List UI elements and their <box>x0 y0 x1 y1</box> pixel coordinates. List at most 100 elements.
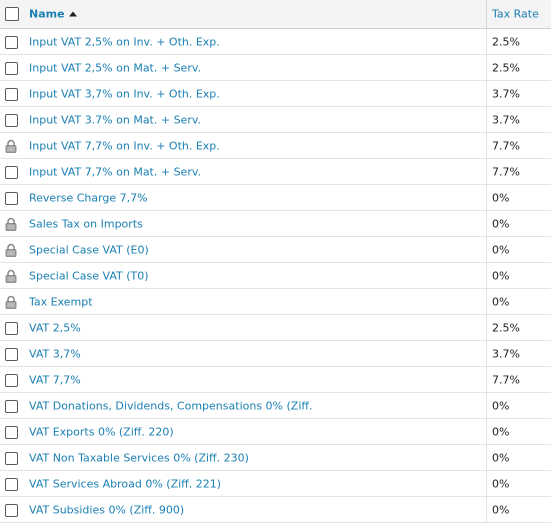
table-row[interactable]: Special Case VAT (E0) 0% <box>0 237 551 263</box>
tax-name-link[interactable]: Input VAT 2,5% on Mat. + Serv. <box>29 61 202 74</box>
table-row[interactable]: VAT Subsidies 0% (Ziff. 900) 0% <box>0 497 551 523</box>
tax-name-link[interactable]: VAT Non Taxable Services 0% (Ziff. 230) <box>29 451 249 464</box>
tax-rate-value: 0% <box>492 503 510 516</box>
row-checkbox[interactable] <box>5 321 18 335</box>
tax-rate-value: 0% <box>492 451 510 464</box>
tax-rate-value: 0% <box>492 217 510 230</box>
row-checkbox[interactable] <box>5 191 18 205</box>
tax-name-link[interactable]: Input VAT 7,7% on Mat. + Serv. <box>29 165 202 178</box>
column-divider <box>486 471 487 496</box>
table-row[interactable]: VAT Services Abroad 0% (Ziff. 221) 0% <box>0 471 551 497</box>
column-divider <box>486 29 487 54</box>
tax-name-link[interactable]: Input VAT 2,5% on Inv. + Oth. Exp. <box>29 35 220 48</box>
name-column-label: Name <box>29 7 65 21</box>
tax-name-link[interactable]: Special Case VAT (T0) <box>29 269 149 282</box>
tax-name-link[interactable]: VAT Exports 0% (Ziff. 220) <box>29 425 174 438</box>
column-divider <box>486 185 487 210</box>
column-divider <box>486 237 487 262</box>
row-checkbox[interactable] <box>5 347 18 361</box>
lock-icon <box>4 139 18 153</box>
column-divider <box>486 81 487 106</box>
column-divider <box>486 419 487 444</box>
column-divider <box>486 367 487 392</box>
tax-rate-value: 0% <box>492 269 510 282</box>
row-checkbox[interactable] <box>5 399 18 413</box>
tax-rate-value: 2.5% <box>492 61 520 74</box>
tax-name-link[interactable]: Sales Tax on Imports <box>29 217 143 230</box>
column-divider <box>486 133 487 158</box>
column-divider <box>486 289 487 314</box>
column-divider <box>486 0 487 28</box>
table-row[interactable]: VAT Non Taxable Services 0% (Ziff. 230) 0… <box>0 445 551 471</box>
lock-icon <box>4 243 18 257</box>
tax-name-link[interactable]: Input VAT 7,7% on Inv. + Oth. Exp. <box>29 139 220 152</box>
column-divider <box>486 315 487 340</box>
tax-rate-value: 3.7% <box>492 113 520 126</box>
tax-name-link[interactable]: VAT Donations, Dividends, Compensations … <box>29 399 313 412</box>
row-checkbox[interactable] <box>5 425 18 439</box>
table-row[interactable]: Tax Exempt 0% <box>0 289 551 315</box>
table-row[interactable]: VAT Donations, Dividends, Compensations … <box>0 393 551 419</box>
tax-rate-value: 0% <box>492 295 510 308</box>
column-divider <box>486 55 487 80</box>
column-divider <box>486 445 487 470</box>
tax-rate-value: 0% <box>492 477 510 490</box>
tax-rate-value: 2.5% <box>492 35 520 48</box>
table-body: Input VAT 2,5% on Inv. + Oth. Exp. 2.5% In… <box>0 29 551 523</box>
sort-ascending-icon <box>68 11 77 17</box>
row-checkbox[interactable] <box>5 503 18 517</box>
row-checkbox[interactable] <box>5 373 18 387</box>
tax-rate-value: 0% <box>492 399 510 412</box>
table-row[interactable]: Input VAT 7,7% on Inv. + Oth. Exp. 7.7% <box>0 133 551 159</box>
table-row[interactable]: Input VAT 3,7% on Inv. + Oth. Exp. 3.7% <box>0 81 551 107</box>
tax-rate-value: 7.7% <box>492 373 520 386</box>
table-row[interactable]: Input VAT 2,5% on Mat. + Serv. 2.5% <box>0 55 551 81</box>
table-row[interactable]: VAT Exports 0% (Ziff. 220) 0% <box>0 419 551 445</box>
tax-name-link[interactable]: VAT 7,7% <box>29 373 81 386</box>
table-row[interactable]: VAT 7,7% 7.7% <box>0 367 551 393</box>
tax-rate-value: 3.7% <box>492 87 520 100</box>
table-row[interactable]: Input VAT 7,7% on Mat. + Serv. 7.7% <box>0 159 551 185</box>
column-divider <box>486 497 487 522</box>
tax-rate-value: 3.7% <box>492 347 520 360</box>
table-row[interactable]: VAT 3,7% 3.7% <box>0 341 551 367</box>
tax-name-link[interactable]: Special Case VAT (E0) <box>29 243 149 256</box>
tax-rate-value: 2.5% <box>492 321 520 334</box>
row-checkbox[interactable] <box>5 451 18 465</box>
tax-name-link[interactable]: Reverse Charge 7,7% <box>29 191 148 204</box>
tax-rate-value: 0% <box>492 425 510 438</box>
column-divider <box>486 393 487 418</box>
row-checkbox[interactable] <box>5 165 18 179</box>
tax-name-link[interactable]: VAT 3,7% <box>29 347 81 360</box>
tax-rate-value: 7.7% <box>492 139 520 152</box>
tax-name-link[interactable]: Input VAT 3.7% on Mat. + Serv. <box>29 113 202 126</box>
select-all-checkbox[interactable] <box>5 7 19 21</box>
tax-rate-column-header[interactable]: Tax Rate <box>492 7 539 21</box>
tax-rate-value: 0% <box>492 243 510 256</box>
table-row[interactable]: VAT 2,5% 2.5% <box>0 315 551 341</box>
lock-icon <box>4 217 18 231</box>
row-checkbox[interactable] <box>5 113 18 127</box>
table-row[interactable]: Special Case VAT (T0) 0% <box>0 263 551 289</box>
table-row[interactable]: Input VAT 2,5% on Inv. + Oth. Exp. 2.5% <box>0 29 551 55</box>
name-column-header[interactable]: Name <box>29 8 77 21</box>
column-divider <box>486 211 487 236</box>
tax-name-link[interactable]: VAT 2,5% <box>29 321 81 334</box>
tax-name-link[interactable]: VAT Services Abroad 0% (Ziff. 221) <box>29 477 222 490</box>
tax-name-link[interactable]: Tax Exempt <box>29 295 93 308</box>
tax-rate-value: 0% <box>492 191 510 204</box>
row-checkbox[interactable] <box>5 477 18 491</box>
table-header: Name Tax Rate <box>0 0 551 29</box>
tax-name-link[interactable]: VAT Subsidies 0% (Ziff. 900) <box>29 503 185 516</box>
table-row[interactable]: Reverse Charge 7,7% 0% <box>0 185 551 211</box>
row-checkbox[interactable] <box>5 35 18 49</box>
table-row[interactable]: Sales Tax on Imports 0% <box>0 211 551 237</box>
row-checkbox[interactable] <box>5 61 18 75</box>
row-checkbox[interactable] <box>5 87 18 101</box>
table-row[interactable]: Input VAT 3.7% on Mat. + Serv. 3.7% <box>0 107 551 133</box>
tax-rate-value: 7.7% <box>492 165 520 178</box>
column-divider <box>486 341 487 366</box>
column-divider <box>486 159 487 184</box>
tax-name-link[interactable]: Input VAT 3,7% on Inv. + Oth. Exp. <box>29 87 220 100</box>
